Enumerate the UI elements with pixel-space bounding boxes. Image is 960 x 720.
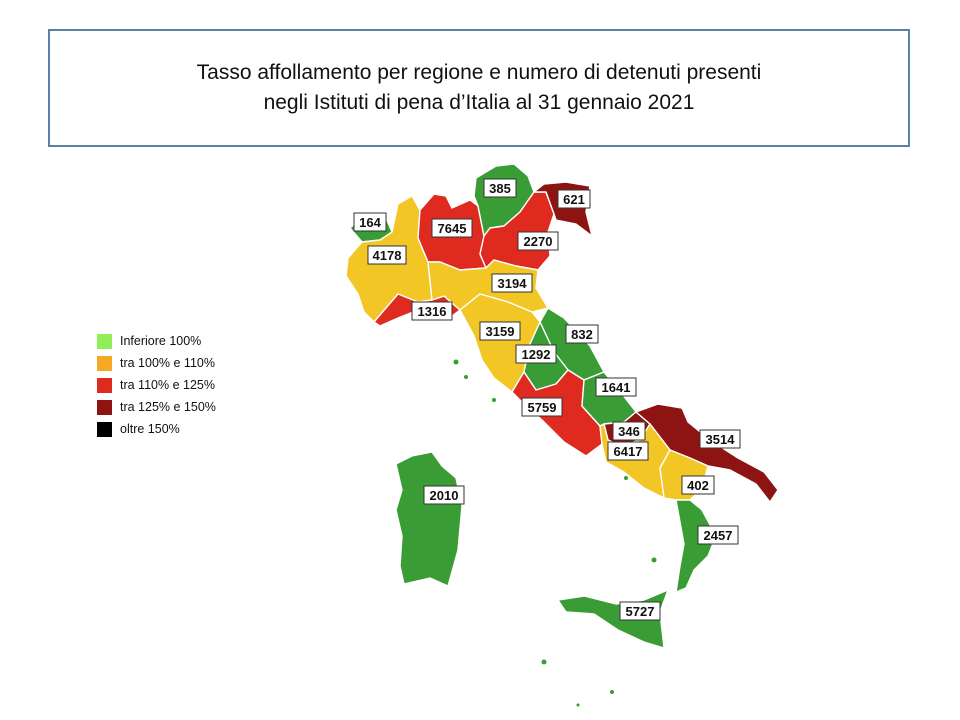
label-text: 385: [489, 181, 511, 196]
label-box: [699, 429, 741, 449]
legend-label: tra 110% e 125%: [120, 378, 215, 392]
label-molise: 346: [612, 421, 646, 441]
label-box: [367, 245, 407, 265]
label-friuli-venezia-giulia: 621: [557, 189, 591, 209]
label-lazio: 5759: [521, 397, 563, 417]
label-box: [517, 231, 559, 251]
label-text: 3194: [498, 276, 528, 291]
label-box: [423, 485, 465, 505]
label-umbria: 1292: [515, 344, 557, 364]
legend-swatch-100-110: [97, 355, 112, 371]
region-sardegna: [395, 451, 463, 587]
legend-item-110-125: tra 110% e 125%: [97, 374, 216, 396]
label-valle-d-aosta: 164: [353, 212, 387, 232]
label-emilia-romagna: 3194: [491, 273, 533, 293]
region-labels: 164 4178 7645 385 621 2270 1316 3194 315…: [353, 178, 741, 621]
label-text: 346: [618, 424, 640, 439]
label-toscana: 3159: [479, 321, 521, 341]
label-calabria: 2457: [697, 525, 739, 545]
label-text: 6417: [614, 444, 643, 459]
label-text: 1316: [418, 304, 447, 319]
legend-label: tra 125% e 150%: [120, 400, 216, 414]
label-box: [491, 273, 533, 293]
label-box: [515, 344, 557, 364]
legend-swatch-oltre-150: [97, 421, 112, 437]
label-box: [607, 441, 649, 461]
label-text: 1292: [522, 347, 551, 362]
legend-swatch-110-125: [97, 377, 112, 393]
legend: Inferiore 100% tra 100% e 110% tra 110% …: [97, 330, 216, 440]
label-text: 402: [687, 478, 709, 493]
label-liguria: 1316: [411, 301, 453, 321]
label-box: [681, 475, 715, 495]
island-dot: [492, 398, 496, 402]
label-box: [479, 321, 521, 341]
label-text: 2457: [704, 528, 733, 543]
label-text: 4178: [373, 248, 402, 263]
label-box: [353, 212, 387, 232]
label-box: [612, 421, 646, 441]
legend-item-oltre-150: oltre 150%: [97, 418, 216, 440]
legend-item-125-150: tra 125% e 150%: [97, 396, 216, 418]
legend-swatch-inferiore-100: [97, 333, 112, 349]
island-dot: [576, 703, 580, 707]
label-sardegna: 2010: [423, 485, 465, 505]
label-text: 2270: [524, 234, 553, 249]
label-text: 3159: [486, 324, 515, 339]
title-box: Tasso affollamento per regione e numero …: [48, 29, 910, 147]
legend-label: tra 100% e 110%: [120, 356, 215, 370]
label-text: 164: [359, 215, 381, 230]
label-box: [411, 301, 453, 321]
label-basilicata: 402: [681, 475, 715, 495]
label-box: [619, 601, 661, 621]
label-text: 1641: [602, 380, 631, 395]
label-box: [521, 397, 563, 417]
small-islands: [453, 359, 657, 707]
label-box: [557, 189, 591, 209]
legend-item-inferiore-100: Inferiore 100%: [97, 330, 216, 352]
title-line-2: negli Istituti di pena d’Italia al 31 ge…: [263, 91, 695, 114]
label-marche: 832: [565, 324, 599, 344]
title-line-1: Tasso affollamento per regione e numero …: [196, 61, 762, 84]
label-puglia: 3514: [699, 429, 741, 449]
island-dot: [464, 375, 468, 379]
label-trentino-alto-adige: 385: [483, 178, 517, 198]
legend-label: oltre 150%: [120, 422, 180, 436]
island-dot: [624, 476, 628, 480]
island-dot: [453, 359, 459, 365]
label-text: 3514: [706, 432, 736, 447]
legend-label: Inferiore 100%: [120, 334, 202, 348]
label-text: 5727: [626, 604, 655, 619]
label-text: 7645: [438, 221, 467, 236]
label-veneto: 2270: [517, 231, 559, 251]
label-box: [595, 377, 637, 397]
label-campania: 6417: [607, 441, 649, 461]
label-text: 5759: [528, 400, 557, 415]
island-dot: [610, 690, 614, 694]
legend-item-100-110: tra 100% e 110%: [97, 352, 216, 374]
label-sicilia: 5727: [619, 601, 661, 621]
label-text: 2010: [430, 488, 459, 503]
label-box: [565, 324, 599, 344]
legend-swatch-125-150: [97, 399, 112, 415]
label-box: [483, 178, 517, 198]
island-dot: [541, 659, 547, 665]
region-calabria: [675, 499, 717, 593]
label-text: 832: [571, 327, 593, 342]
label-box: [697, 525, 739, 545]
label-text: 621: [563, 192, 585, 207]
island-dot: [651, 557, 657, 563]
label-piemonte: 4178: [367, 245, 407, 265]
label-lombardia: 7645: [431, 218, 473, 238]
label-box: [431, 218, 473, 238]
label-abruzzo: 1641: [595, 377, 637, 397]
